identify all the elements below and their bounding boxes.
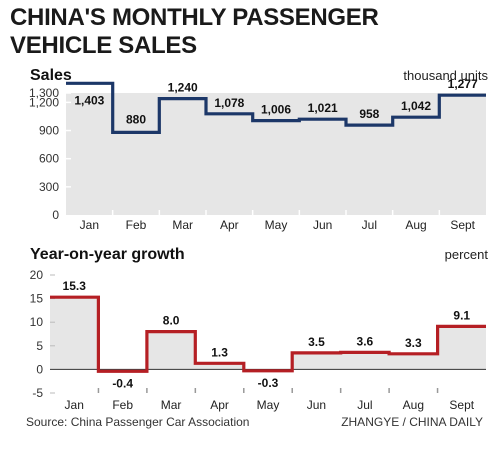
y-tick-growth: 10	[30, 315, 44, 329]
data-label-growth: 3.6	[357, 334, 374, 348]
x-tick-growth: Sept	[449, 398, 474, 412]
source-note: Source: China Passenger Car Association	[26, 415, 250, 429]
x-tick-sales: Mar	[172, 218, 193, 232]
x-tick-growth: Mar	[161, 398, 182, 412]
data-label-sales: 1,006	[261, 103, 291, 117]
y-tick-sales: 0	[52, 208, 59, 222]
y-tick-sales: 1,200	[29, 95, 59, 109]
x-tick-growth: Jun	[307, 398, 326, 412]
x-tick-sales: Jul	[362, 218, 377, 232]
x-tick-sales: Feb	[126, 218, 147, 232]
y-tick-growth: 5	[36, 339, 43, 353]
data-label-growth: 3.5	[308, 335, 325, 349]
data-label-growth: 8.0	[163, 314, 180, 328]
x-tick-growth: Jan	[65, 398, 84, 412]
data-label-growth: -0.3	[258, 376, 279, 390]
data-label-sales: 958	[359, 107, 379, 121]
x-tick-sales: May	[265, 218, 288, 232]
x-tick-sales: Sept	[450, 218, 475, 232]
area-fill-growth	[50, 297, 486, 372]
data-label-sales: 880	[126, 112, 146, 126]
x-tick-growth: Apr	[210, 398, 229, 412]
y-tick-sales: 1,300	[29, 86, 59, 100]
panel-title-sales: Sales	[30, 67, 72, 84]
data-label-growth: 3.3	[405, 336, 422, 350]
x-tick-growth: Feb	[112, 398, 133, 412]
x-tick-sales: Apr	[220, 218, 239, 232]
plot-background-sales	[66, 93, 486, 215]
data-label-growth: 1.3	[211, 345, 228, 359]
data-label-growth: 15.3	[63, 279, 87, 293]
panel-unit-growth: percent	[445, 247, 489, 262]
x-tick-sales: Jan	[80, 218, 99, 232]
y-tick-sales: 300	[39, 180, 59, 194]
y-tick-growth: 15	[30, 292, 44, 306]
data-label-sales: 1,403	[74, 93, 104, 107]
data-label-sales: 1,078	[214, 96, 244, 110]
x-tick-sales: Jun	[313, 218, 332, 232]
data-label-sales: 1,277	[448, 77, 478, 91]
panel-title-growth: Year-on-year growth	[30, 246, 185, 263]
chart-title: CHINA'S MONTHLY PASSENGER VEHICLE SALES	[10, 4, 490, 60]
data-label-sales: 1,021	[308, 101, 338, 115]
data-label-sales: 1,042	[401, 99, 431, 113]
y-tick-sales: 900	[39, 124, 59, 138]
chart-title-line2: VEHICLE SALES	[10, 32, 197, 59]
y-tick-growth: 20	[30, 268, 44, 282]
y-tick-sales: 600	[39, 152, 59, 166]
data-label-growth: 9.1	[453, 308, 470, 322]
data-label-sales: 1,240	[168, 81, 198, 95]
series-line-sales	[66, 81, 486, 134]
data-label-growth: -0.4	[112, 376, 133, 390]
y-tick-growth: 0	[36, 362, 43, 376]
x-tick-growth: Jul	[357, 398, 372, 412]
x-tick-sales: Aug	[405, 218, 426, 232]
x-tick-growth: May	[257, 398, 280, 412]
panel-unit-sales: thousand units	[403, 68, 488, 83]
chart-title-line1: CHINA'S MONTHLY PASSENGER	[10, 4, 379, 31]
credit-note: ZHANGYE / CHINA DAILY	[341, 415, 483, 429]
series-line-growth	[50, 295, 486, 373]
y-tick-growth: -5	[32, 386, 43, 400]
x-tick-growth: Aug	[403, 398, 424, 412]
